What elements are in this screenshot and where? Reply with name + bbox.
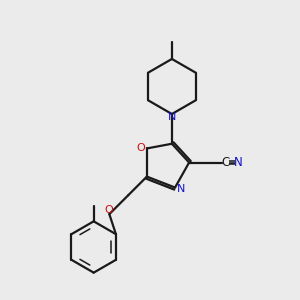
Text: N: N <box>168 112 176 122</box>
Text: N: N <box>176 184 185 194</box>
Text: O: O <box>137 143 146 153</box>
Text: N: N <box>234 156 243 169</box>
Text: O: O <box>104 205 113 215</box>
Text: C: C <box>222 156 230 169</box>
